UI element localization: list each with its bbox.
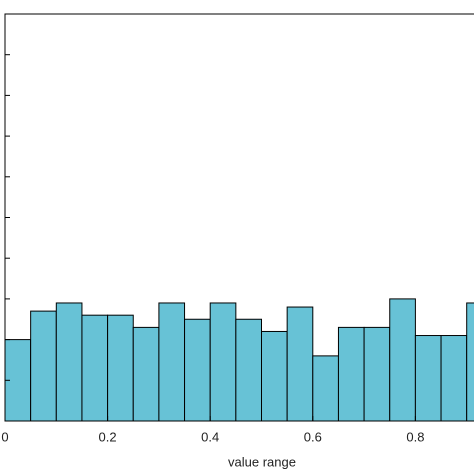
bar [286,306,314,422]
bar [132,326,160,422]
bar [466,302,474,422]
bar [107,314,134,422]
x-tick-label: 0.6 [304,429,322,444]
bar [81,314,109,422]
bar [209,302,237,422]
bar [312,355,339,422]
bar [55,302,83,422]
x-tick-label: 0 [1,429,8,444]
bar [414,335,442,422]
bar [184,318,211,422]
bar [30,310,57,422]
x-axis-label: value range [228,454,296,469]
bar [261,330,288,422]
bar [337,326,365,422]
x-tick-label: 0.2 [99,429,117,444]
x-tick-label: 0.4 [201,429,219,444]
bar [363,326,391,422]
bar [235,318,263,422]
bar [158,302,186,422]
bar [440,335,468,422]
x-tick-label: 0.8 [406,429,424,444]
bar [389,298,416,422]
